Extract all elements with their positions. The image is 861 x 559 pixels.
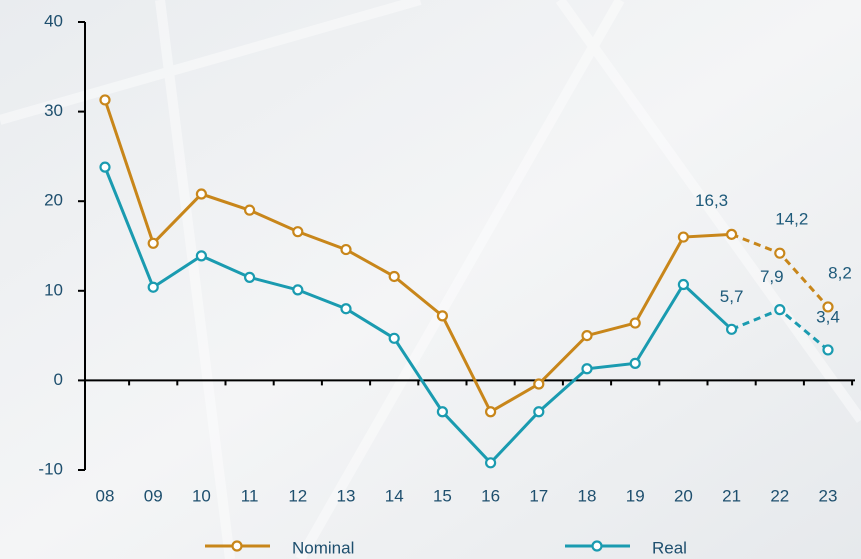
data-point (436, 310, 448, 322)
data-point (533, 378, 545, 390)
data-point (822, 344, 834, 356)
data-point (99, 94, 111, 106)
data-point (629, 317, 641, 329)
series-line (103, 166, 733, 466)
data-point (147, 237, 159, 249)
data-label: 5,7 (720, 287, 744, 306)
x-tick-label: 22 (770, 486, 789, 505)
data-point (292, 226, 304, 238)
x-tick-label: 14 (385, 486, 404, 505)
data-point (485, 457, 497, 469)
data-point (436, 406, 448, 418)
data-point (581, 330, 593, 342)
data-point (99, 161, 111, 173)
data-point (388, 270, 400, 283)
data-point (340, 303, 352, 315)
data-point (388, 332, 400, 344)
data-point (581, 363, 593, 375)
data-label: 14,2 (775, 210, 808, 229)
data-point (822, 301, 834, 313)
data-label: 16,3 (695, 191, 728, 210)
x-tick-label: 21 (722, 486, 741, 505)
data-point (147, 281, 159, 293)
y-tick-label: -10 (38, 459, 63, 478)
legend-label: Nominal (292, 538, 354, 557)
x-tick-label: 13 (337, 486, 356, 505)
data-point (244, 271, 256, 283)
x-tick-label: 19 (626, 486, 645, 505)
x-tick-label: 08 (96, 486, 115, 505)
legend-marker (231, 540, 243, 552)
data-point (677, 231, 690, 243)
y-tick-label: 30 (44, 101, 63, 120)
data-point (533, 406, 545, 418)
y-tick-label: 20 (44, 191, 63, 210)
x-tick-label: 17 (529, 486, 548, 505)
data-point (292, 284, 304, 296)
x-tick-label: 23 (819, 486, 838, 505)
legend-label: Real (652, 538, 687, 557)
x-tick-label: 20 (674, 486, 693, 505)
data-label: 7,9 (760, 267, 784, 286)
y-tick-label: 10 (44, 280, 63, 299)
data-point (774, 247, 786, 259)
data-point (340, 243, 352, 256)
y-tick-label: 40 (44, 11, 63, 30)
y-tick-label: 0 (54, 370, 63, 389)
legend-marker (591, 540, 603, 552)
x-tick-label: 18 (578, 486, 597, 505)
x-tick-label: 16 (481, 486, 500, 505)
data-point (725, 323, 738, 335)
data-point (195, 188, 207, 200)
x-tick-label: 10 (192, 486, 211, 505)
series-line (103, 99, 732, 414)
data-point (774, 304, 786, 316)
data-label: 3,4 (816, 307, 840, 326)
data-point (629, 357, 641, 369)
x-tick-label: 09 (144, 486, 163, 505)
x-tick-label: 15 (433, 486, 452, 505)
data-point (485, 406, 497, 418)
data-point (677, 278, 690, 291)
data-point (725, 228, 738, 240)
x-tick-label: 12 (288, 486, 307, 505)
data-point (244, 204, 256, 216)
data-point (195, 250, 207, 262)
x-tick-label: 11 (241, 486, 259, 505)
data-label: 8,2 (828, 263, 852, 282)
